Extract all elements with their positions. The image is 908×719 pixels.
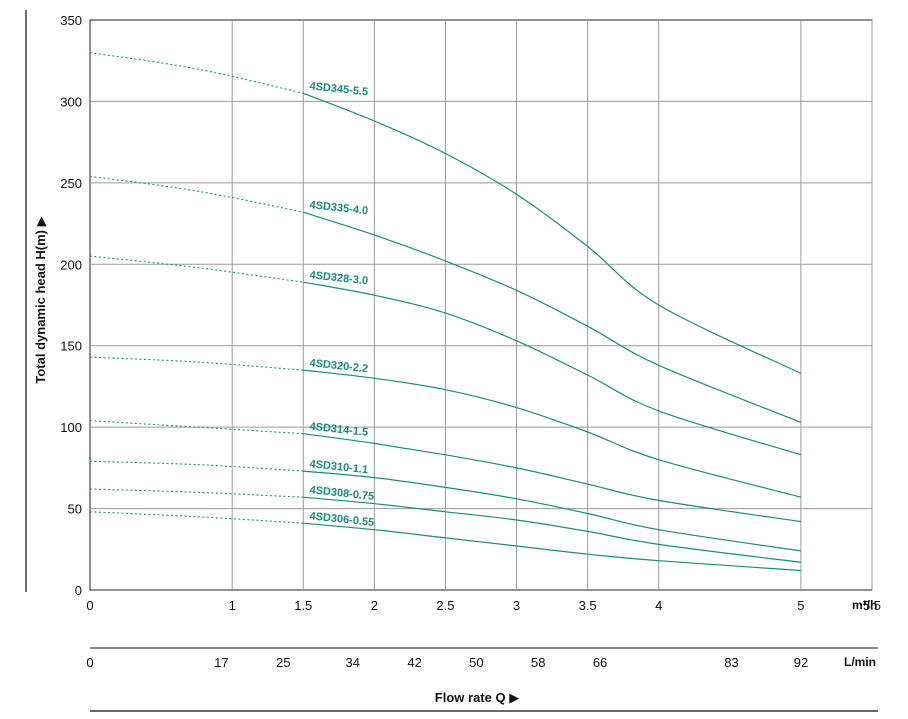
ticks: 0 1 1.5 2 2.5 3 3.5 4 5 5.5 0 50 100 150 200 250 300 350 0… [60,13,881,670]
x-tick-label: 5.5 [863,598,881,613]
curve-dashed-segment [89,175,304,213]
curve-label: 4SD345-5.5 [309,80,369,98]
y-tick-label: 250 [60,176,82,191]
y-tick-label: 50 [68,502,82,517]
x2-tick-label: 17 [214,655,228,670]
x2-tick-label: 42 [407,655,421,670]
curve-dashed-segment [89,356,304,371]
x-tick-label: 4 [655,598,662,613]
curve-label: 4SD320-2.2 [309,357,369,375]
x-tick-label: 1 [229,598,236,613]
x-tick-label: 2 [371,598,378,613]
x-tick-label: 3.5 [579,598,597,613]
x-tick-label: 1.5 [294,598,312,613]
curve-dashed-segment [89,511,304,524]
y-axis-title: Total dynamic head H(m) ▶ [33,216,48,383]
x-tick-label: 5 [797,598,804,613]
y-tick-label: 300 [60,94,82,109]
y-tick-label: 200 [60,257,82,272]
x2-tick-label: 92 [794,655,808,670]
x2-unit-label: L/min [844,655,876,669]
curve-line [303,470,801,552]
x2-tick-label: 58 [531,655,545,670]
curve-dashed-segment [89,460,304,472]
curve-dashed-segment [89,488,304,498]
plot-frame [89,19,873,591]
curve-label: 4SD335-4.0 [309,199,369,217]
x-tick-label: 2.5 [436,598,454,613]
y-tick-label: 100 [60,420,82,435]
y-tick-label: 350 [60,13,82,28]
x2-tick-label: 0 [86,655,93,670]
y-tick-label: 150 [60,339,82,354]
x2-tick-label: 34 [346,655,360,670]
x-tick-label: 0 [86,598,93,613]
x2-tick-label: 25 [276,655,290,670]
curve-line [303,433,801,523]
curve-line [303,281,802,456]
curve-label: 4SD310-1.1 [309,458,369,476]
x2-tick-label: 66 [593,655,607,670]
x2-tick-label: 50 [469,655,483,670]
curve-line [303,369,802,498]
curve-line [303,522,801,572]
curve-line [303,496,801,563]
curve-labels: 4SD345-5.54SD335-4.04SD328-3.04SD320-2.2… [309,80,375,529]
curve-dashed-segment [89,255,304,283]
curve-line [303,211,802,423]
y-tick-label: 0 [75,583,82,598]
curve-line [303,92,802,374]
x2-tick-label: 83 [724,655,738,670]
curves [89,52,802,572]
x-tick-label: 3 [513,598,520,613]
curve-dashed-segment [89,52,304,94]
x-axis-title: Flow rate Q ▶ [435,690,519,705]
grid [89,19,873,591]
x-unit-label: m³/h [852,598,877,612]
